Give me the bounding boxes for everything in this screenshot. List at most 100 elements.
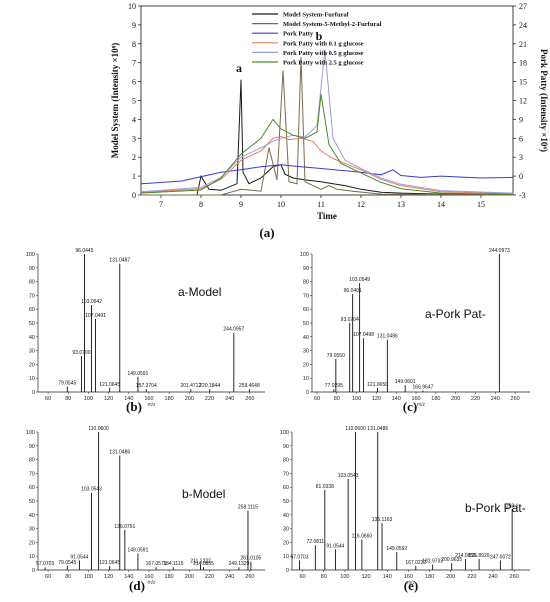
spectrum-e-y-tick-label: 70 [283, 471, 289, 477]
tic-right-tick-label: 21 [519, 40, 527, 49]
spectrum-e-x-tick-label: 260 [510, 574, 519, 580]
tic-left-axis-label: Model System (Intensity ×10⁸) [110, 43, 120, 159]
spectrum-e-peak-label: 116.0660 [352, 534, 373, 540]
spectrum-b-y-tick-label: 60 [29, 307, 35, 313]
tic-right-tick-label: 12 [519, 97, 527, 106]
tic-x-tick-label: 9 [239, 200, 243, 209]
spectrum-e-x-tick-label: 120 [361, 574, 370, 580]
spectrum-e-x-tick-label: 80 [321, 574, 327, 580]
spectrum-c-x-tick-label: 220 [471, 396, 480, 402]
spectrum-e-x-tick-label: 200 [446, 574, 455, 580]
spectrum-e-peak-label: 167.0220 [405, 560, 426, 566]
spectrum-d-y-tick-label: 70 [29, 471, 35, 477]
tic-right-tick-label: 9 [519, 115, 523, 124]
spectrum-e-peak-label: 226.8929 [469, 553, 490, 559]
tic-peak-label: a [236, 61, 242, 75]
spectrum-b-y-tick-label: 40 [29, 335, 35, 341]
pork-0-5g-line [140, 50, 514, 194]
spectrum-c-y-tick-label: 60 [303, 307, 309, 313]
legend-entry: Pork Patty with 0.5 g glucose [283, 50, 364, 57]
tic-right-tick-label: -3 [519, 191, 526, 200]
panel-label-b: (b) [126, 399, 142, 414]
spectrum-b-x-tick-label: 60 [45, 396, 51, 402]
panel-label-c: (c) [403, 399, 417, 414]
spectrum-b-peak-label: 131.0487 [109, 258, 130, 264]
tic-left-tick-label: 4 [132, 115, 136, 124]
tic-left-tick-label: 10 [128, 2, 136, 11]
spectrum-d-tag: b-Model [182, 487, 225, 501]
spectrum-b-peak-label: 103.0542 [81, 299, 102, 305]
spectrum-d-peak-label: 249.1329 [228, 561, 249, 567]
legend-entry: Pork Patty with 2.5 g glucose [283, 60, 364, 67]
spectrum-c-peak-label: 103.0549 [349, 277, 370, 283]
spectrum-e-peak-label: 149.0592 [386, 546, 407, 552]
spectrum-b-y-tick-label: 50 [29, 321, 35, 327]
tic-right-tick-label: 0 [519, 172, 523, 181]
spectrum-c-peak-label: 77.0295 [325, 383, 343, 389]
spectrum-e-peak-label: 72.0811 [307, 539, 325, 545]
spectrum-d-peak-label: 91.0544 [70, 554, 88, 560]
tic-left-tick-label: 6 [132, 78, 136, 87]
spectrum-c-y-tick-label: 20 [303, 362, 309, 368]
spectrum-b-peak-label: 93.0700 [72, 350, 90, 356]
tic-plot-frame [140, 5, 514, 196]
spectrum-d-peak-label: 261.0105 [240, 556, 261, 562]
spectrum-b-y-tick-label: 20 [29, 362, 35, 368]
spectrum-d-peak-label: 103.0543 [81, 487, 102, 493]
tic-left-tick-label: 9 [132, 21, 136, 30]
spectrum-d-peak-label: 131.0486 [109, 449, 130, 455]
spectrum-b-peak-label: 220.1844 [199, 383, 220, 389]
spectrum-d-y-tick-label: 40 [29, 513, 35, 519]
spectrum-b-peak-label: 96.0445 [75, 248, 93, 254]
spectrum-d-peak-label: 79.0545 [58, 560, 76, 566]
spectrum-e-y-tick-label: 0 [286, 568, 289, 574]
panel-label-a: (a) [259, 225, 274, 240]
tic-x-tick-label: 12 [357, 200, 365, 209]
tic-right-tick-label: 27 [519, 2, 527, 11]
tic-x-tick-label: 11 [317, 200, 325, 209]
spectrum-d-x-tick-label: 260 [245, 574, 254, 580]
spectrum-d-x-tick-label: 200 [185, 574, 194, 580]
spectrum-b-y-tick-label: 90 [29, 266, 35, 272]
spectrum-e-peak-label: 103.0543 [338, 473, 359, 479]
spectrum-d-peak-label: 110.0600 [88, 426, 109, 432]
spectrum-d-peak-label: 136.0751 [114, 524, 135, 530]
panel-label-d: (d) [129, 578, 145, 593]
spectrum-b-tag: a-Model [178, 285, 221, 299]
spectrum-e-x-tick-label: 60 [300, 574, 306, 580]
tic-left-tick-label: 0 [132, 191, 136, 200]
spectrum-e-x-tick-label: 240 [488, 574, 497, 580]
spectrum-b-x-tick-label: 80 [65, 396, 71, 402]
spectrum-c-peak-label: 93.0704 [341, 317, 359, 323]
spectrum-e-peak-label: 135.1163 [372, 517, 393, 523]
spectrum-b-peak-label: 107.0491 [85, 313, 106, 319]
tic-left-tick-label: 2 [132, 153, 136, 162]
spectrum-b-x-tick-label: 120 [104, 396, 113, 402]
tic-left-tick-label: 5 [132, 97, 136, 106]
tic-x-tick-label: 14 [437, 200, 445, 209]
tic-x-axis-label: Time [317, 211, 337, 221]
spectrum-d-x-axis-label: m/z [147, 580, 156, 586]
spectrum-c-x-tick-label: 120 [372, 396, 381, 402]
spectrum-b-peak-label: 157.3704 [136, 383, 157, 389]
spectrum-b-x-tick-label: 220 [205, 396, 214, 402]
spectrum-c-x-tick-label: 260 [511, 396, 520, 402]
spectrum-b-y-tick-label: 10 [29, 376, 35, 382]
spectrum-c-y-tick-label: 10 [303, 376, 309, 382]
tic-left-tick-label: 7 [132, 59, 136, 68]
tic-right-tick-label: 6 [519, 134, 523, 143]
spectrum-d-x-tick-label: 180 [165, 574, 174, 580]
spectrum-e-peak-label: 247.0072 [490, 554, 511, 560]
tic-x-tick-label: 10 [277, 200, 285, 209]
spectrum-b-x-tick-label: 140 [124, 396, 133, 402]
spectrum-c-x-tick-label: 160 [411, 396, 420, 402]
tic-left-tick-label: 3 [132, 134, 136, 143]
tic-left-tick-label: 1 [132, 172, 136, 181]
legend-entry: Pork Patty with 0.1 g glucose [283, 40, 364, 47]
spectrum-c-peak-label: 96.0401 [344, 288, 362, 294]
tic-x-tick-label: 8 [199, 200, 203, 209]
spectrum-d-peak-label: 258.1115 [238, 505, 258, 511]
spectrum-b-x-tick-label: 100 [84, 396, 93, 402]
spectrum-c-x-tick-label: 180 [431, 396, 440, 402]
spectrum-b-x-tick-label: 200 [185, 396, 194, 402]
